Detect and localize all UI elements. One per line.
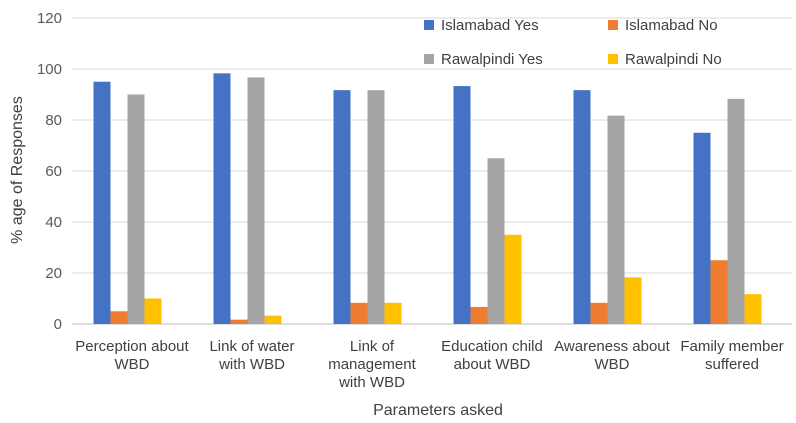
category-label-line: with WBD — [218, 356, 285, 373]
legend-swatch — [608, 54, 618, 64]
bar-rawalpindi-yes — [608, 116, 625, 324]
legend-swatch — [424, 20, 434, 30]
category-label-line: suffered — [705, 356, 759, 373]
bar-rawalpindi-no — [745, 294, 762, 324]
x-category-label: Education child about WBD — [441, 338, 543, 373]
bar-islamabad-yes — [214, 73, 231, 324]
x-category-label: Awareness about WBD — [554, 338, 670, 373]
bar-rawalpindi-no — [625, 277, 642, 324]
x-category-label: Family member suffered — [680, 338, 783, 373]
x-category-label: Link of water with WBD — [209, 338, 294, 373]
bar-rawalpindi-yes — [128, 95, 145, 325]
x-category-label: Link of management with WBD — [328, 338, 416, 391]
category-label-line: WBD — [115, 356, 150, 373]
legend-swatch — [424, 54, 434, 64]
bar-islamabad-yes — [454, 86, 471, 324]
legend: Islamabad Yes Islamabad No Rawalpindi Yes R… — [424, 17, 722, 68]
legend-label: Rawalpindi Yes — [441, 51, 543, 68]
category-label-line: Education child — [441, 338, 543, 355]
bar-rawalpindi-yes — [728, 99, 745, 324]
bar-islamabad-no — [711, 260, 728, 324]
category-label-line: Family member — [680, 338, 783, 355]
legend-swatch — [608, 20, 618, 30]
category-label-line: Awareness about — [554, 338, 670, 355]
bar-islamabad-no — [471, 307, 488, 324]
x-axis-title: Parameters asked — [373, 402, 503, 419]
y-tick-label: 40 — [45, 214, 62, 231]
category-label-line: Link of water — [209, 338, 294, 355]
bar-islamabad-no — [591, 303, 608, 324]
x-category-label: Perception about WBD — [75, 338, 189, 373]
category-label-line: management — [328, 356, 416, 373]
bar-rawalpindi-yes — [248, 77, 265, 324]
category-label-line: Link of — [350, 338, 395, 355]
bar-rawalpindi-no — [145, 299, 162, 325]
category-label-line: WBD — [595, 356, 630, 373]
y-tick-label: 120 — [37, 10, 62, 27]
y-tick-label: 20 — [45, 265, 62, 282]
y-tick-label: 60 — [45, 163, 62, 180]
bar-islamabad-yes — [94, 82, 111, 324]
y-tick-label: 80 — [45, 112, 62, 129]
category-label-line: about WBD — [454, 356, 531, 373]
y-tick-label: 0 — [54, 316, 62, 333]
y-tick-label: 100 — [37, 61, 62, 78]
category-label-line: with WBD — [338, 374, 405, 391]
legend-label: Islamabad Yes — [441, 17, 539, 34]
bar-islamabad-yes — [574, 90, 591, 324]
bar-islamabad-no — [111, 311, 128, 324]
category-label-line: Perception about — [75, 338, 189, 355]
bar-islamabad-no — [351, 303, 368, 324]
bars — [94, 73, 762, 324]
bar-islamabad-no — [231, 320, 248, 324]
bar-rawalpindi-yes — [368, 90, 385, 324]
y-axis-title: % age of Responses — [9, 96, 26, 244]
legend-label: Rawalpindi No — [625, 51, 722, 68]
bar-rawalpindi-no — [265, 316, 282, 324]
bar-rawalpindi-no — [385, 303, 402, 324]
legend-label: Islamabad No — [625, 17, 718, 34]
bar-rawalpindi-no — [505, 235, 522, 324]
y-tick-labels: 0 20 40 60 80 100 120 — [37, 10, 62, 333]
bar-islamabad-yes — [694, 133, 711, 324]
bar-islamabad-yes — [334, 90, 351, 324]
bar-rawalpindi-yes — [488, 158, 505, 324]
